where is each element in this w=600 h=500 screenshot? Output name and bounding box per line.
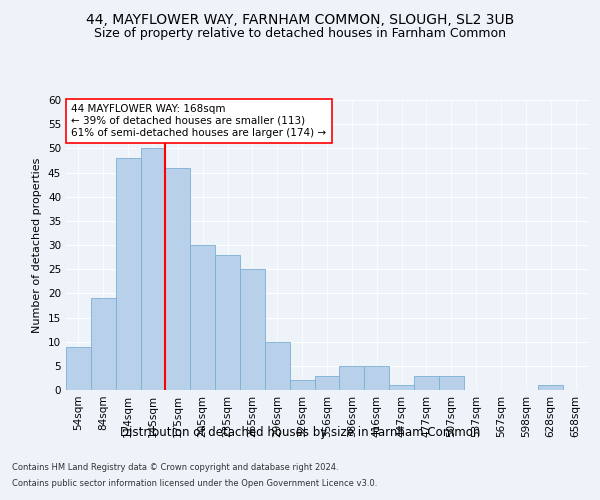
Text: Contains HM Land Registry data © Crown copyright and database right 2024.: Contains HM Land Registry data © Crown c… [12,464,338,472]
Bar [538,385,563,390]
Text: 44, MAYFLOWER WAY, FARNHAM COMMON, SLOUGH, SL2 3UB: 44, MAYFLOWER WAY, FARNHAM COMMON, SLOUG… [86,12,514,26]
Bar [389,385,414,390]
Bar [190,245,215,390]
Bar [91,298,116,390]
Bar [340,366,364,390]
Y-axis label: Number of detached properties: Number of detached properties [32,158,43,332]
Bar [414,376,439,390]
Bar [140,148,166,390]
Bar [66,346,91,390]
Bar [215,254,240,390]
Text: Distribution of detached houses by size in Farnham Common: Distribution of detached houses by size … [120,426,480,439]
Bar [439,376,464,390]
Bar [314,376,340,390]
Bar [265,342,290,390]
Text: 44 MAYFLOWER WAY: 168sqm
← 39% of detached houses are smaller (113)
61% of semi-: 44 MAYFLOWER WAY: 168sqm ← 39% of detach… [71,104,326,138]
Text: Size of property relative to detached houses in Farnham Common: Size of property relative to detached ho… [94,28,506,40]
Bar [166,168,190,390]
Text: Contains public sector information licensed under the Open Government Licence v3: Contains public sector information licen… [12,478,377,488]
Bar [364,366,389,390]
Bar [240,269,265,390]
Bar [290,380,314,390]
Bar [116,158,140,390]
